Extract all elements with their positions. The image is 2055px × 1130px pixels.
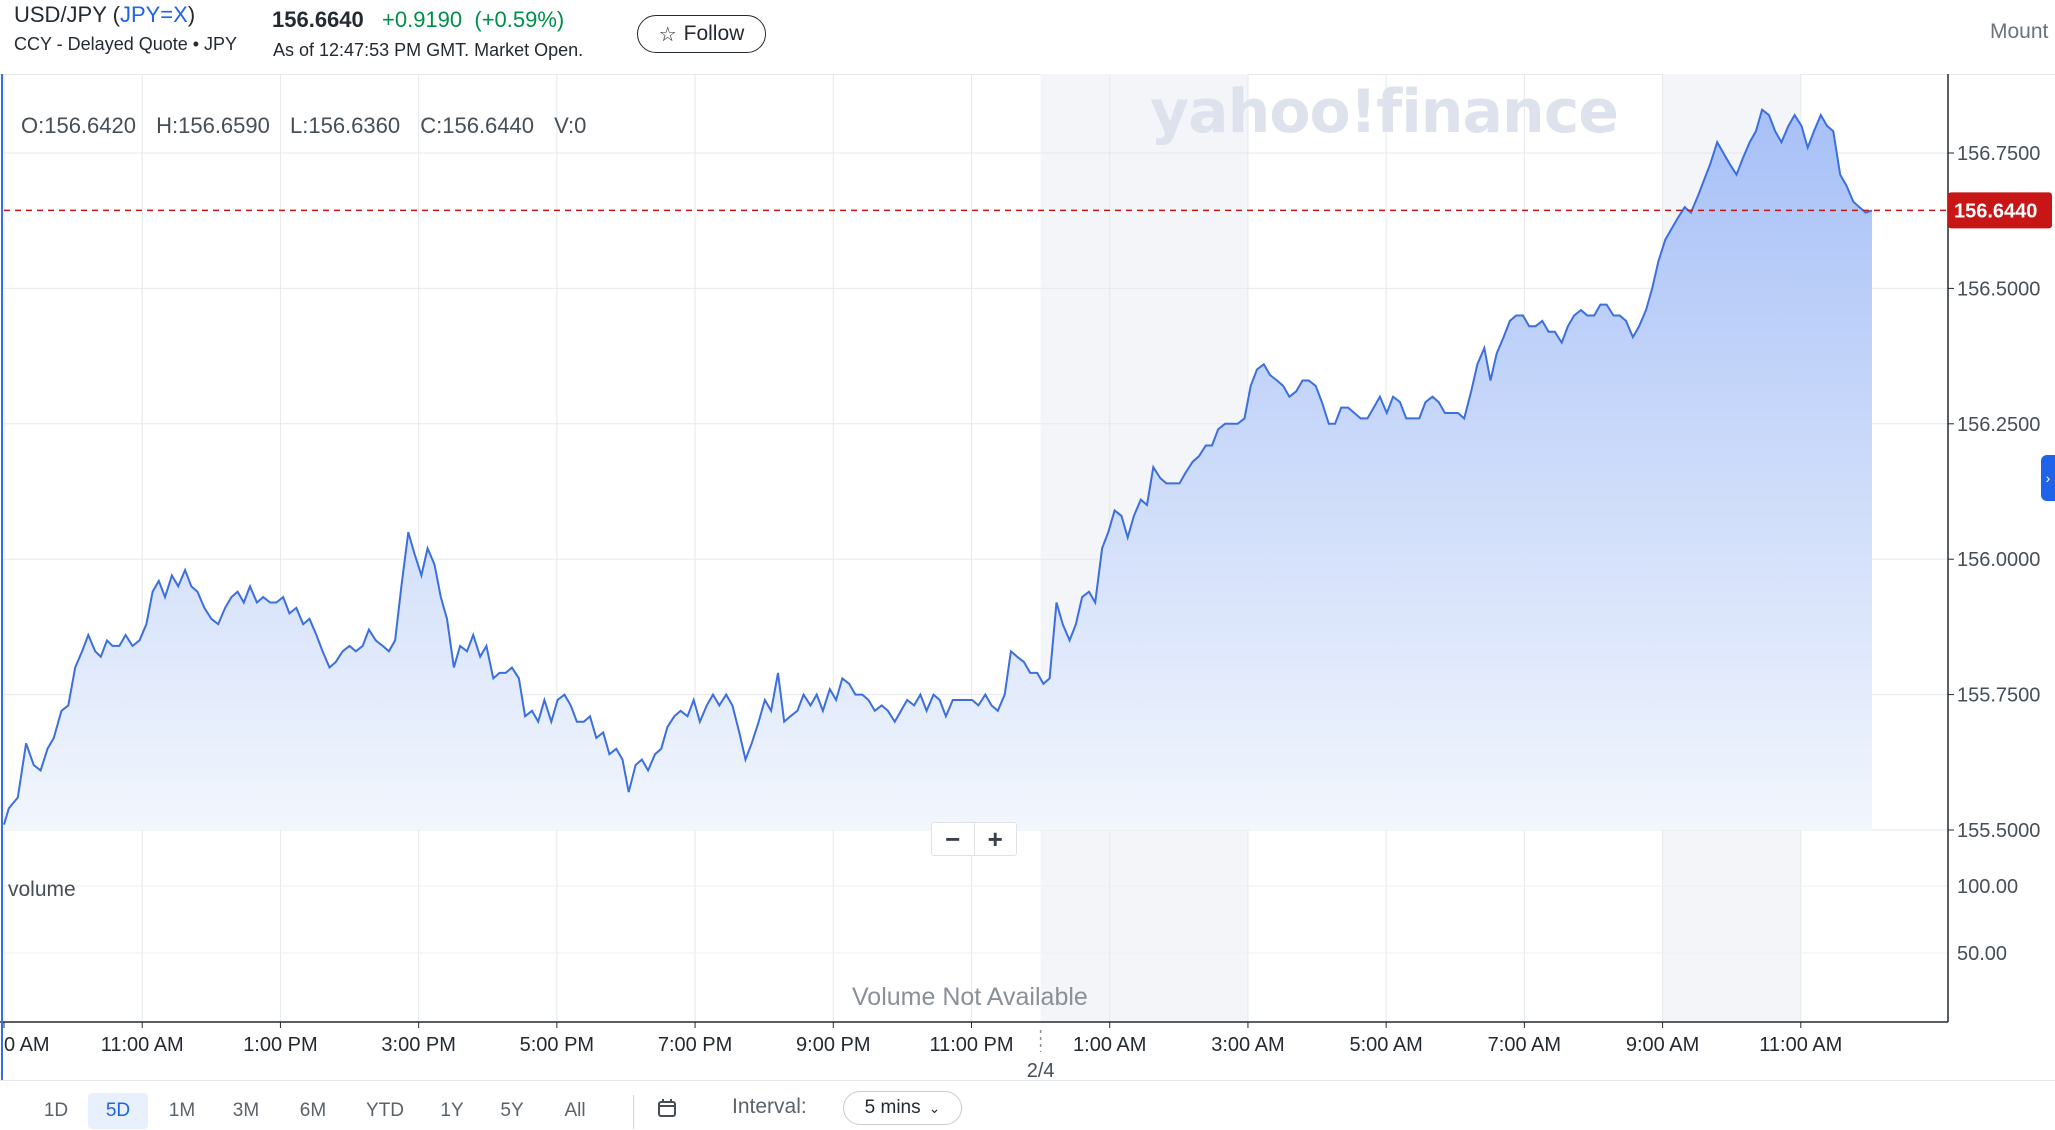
symbol-close-paren: ) bbox=[187, 2, 196, 27]
y-tick-label-1: 156.5000 bbox=[1957, 278, 2040, 300]
x-tick-label-11: 7:00 AM bbox=[1488, 1034, 1561, 1056]
x-tick-label-9: 3:00 AM bbox=[1211, 1034, 1284, 1056]
side-panel-toggle[interactable]: › bbox=[2041, 455, 2055, 501]
x-tick-label-2: 1:00 PM bbox=[243, 1034, 317, 1056]
x-tick-label-3: 3:00 PM bbox=[381, 1034, 455, 1056]
x-tick-label-8: 1:00 AM bbox=[1073, 1034, 1146, 1056]
y-tick-label-5: 155.5000 bbox=[1957, 820, 2040, 842]
last-price-badge: 156.6440 bbox=[1948, 192, 2052, 229]
ohlc-volume: V:0 bbox=[554, 113, 587, 138]
y-axis-ticks: 156.7500 156.5000 156.2500 156.0000 155.7500… bbox=[1948, 143, 2040, 842]
zoom-controls: − + bbox=[931, 822, 1017, 856]
x-tick-label-13: 11:00 AM bbox=[1759, 1034, 1842, 1056]
header-right-text: Mount bbox=[1990, 20, 2049, 43]
x-tick-label-7: 11:00 PM bbox=[929, 1034, 1013, 1056]
zoom-in-button[interactable]: + bbox=[987, 823, 1003, 854]
range-5d-button[interactable]: 5D bbox=[88, 1093, 148, 1129]
y-tick-label-2: 156.2500 bbox=[1957, 414, 2040, 436]
chevron-right-icon: › bbox=[2045, 470, 2051, 486]
price-change-pct: (+0.59%) bbox=[474, 7, 565, 32]
symbol-name: USD/JPY ( bbox=[14, 2, 120, 27]
range-1y-button[interactable]: 1Y bbox=[440, 1100, 464, 1121]
chevron-down-icon: ⌄ bbox=[928, 1099, 941, 1116]
interval-value: 5 mins bbox=[864, 1097, 921, 1118]
volume-tick-label-1: 50.00 bbox=[1957, 943, 2007, 965]
range-all-button[interactable]: All bbox=[564, 1100, 586, 1121]
x-tick-label-1: 11:00 AM bbox=[101, 1034, 184, 1056]
quote-subtitle: CCY - Delayed Quote • JPY bbox=[14, 34, 238, 54]
calendar-icon[interactable] bbox=[656, 1097, 678, 1119]
volume-not-available: Volume Not Available bbox=[852, 983, 1088, 1011]
follow-button[interactable]: ☆ Follow bbox=[637, 15, 766, 53]
volume-pane-label: volume bbox=[8, 878, 76, 901]
price-chart[interactable]: 156.7500 156.5000 156.2500 156.0000 155.7500… bbox=[0, 74, 2055, 1080]
yahoo-finance-watermark: yahoo!finance bbox=[1150, 77, 1619, 147]
range-3m-button[interactable]: 3M bbox=[232, 1100, 260, 1121]
range-5y-button[interactable]: 5Y bbox=[500, 1100, 524, 1121]
zoom-out-button[interactable]: − bbox=[932, 823, 975, 855]
y-tick-label-4: 155.7500 bbox=[1957, 685, 2040, 707]
x-tick-label-4: 5:00 PM bbox=[520, 1034, 594, 1056]
range-6m-button[interactable]: 6M bbox=[299, 1100, 327, 1121]
x-tick-label-12: 9:00 AM bbox=[1626, 1034, 1699, 1056]
range-1d-button[interactable]: 1D bbox=[43, 1100, 69, 1121]
symbol-ticker-link[interactable]: JPY=X bbox=[119, 2, 188, 27]
interval-label: Interval: bbox=[732, 1095, 807, 1118]
date-marker: 2/4 bbox=[1027, 1060, 1055, 1080]
price-series-line bbox=[3, 107, 1873, 825]
price-change: +0.9190 (+0.59%) bbox=[382, 7, 564, 33]
follow-label: Follow bbox=[683, 22, 745, 45]
range-ytd-button[interactable]: YTD bbox=[366, 1100, 404, 1121]
price-area-fill bbox=[4, 109, 1872, 830]
current-price: 156.6640 bbox=[272, 7, 364, 32]
toolbar-divider bbox=[633, 1095, 634, 1129]
x-tick-label-5: 7:00 PM bbox=[658, 1034, 732, 1056]
ohlc-close: C:156.6440 bbox=[420, 113, 534, 138]
x-axis-ticks: 0 AM 11:00 AM 1:00 PM 3:00 PM 5:00 PM 7:00 PM… bbox=[3, 1022, 1842, 1056]
volume-axis-ticks: 100.00 50.00 bbox=[1957, 876, 2018, 965]
y-tick-label-0: 156.7500 bbox=[1957, 143, 2040, 165]
ohlc-low: L:156.6360 bbox=[290, 113, 401, 138]
quote-timestamp: As of 12:47:53 PM GMT. Market Open. bbox=[273, 40, 584, 60]
x-tick-label-0: 0 AM bbox=[4, 1034, 50, 1056]
range-toolbar: 1D 5D 1M 3M 6M YTD 1Y 5Y All Interval: 5… bbox=[0, 1080, 2055, 1130]
last-price-label: 156.6440 bbox=[1954, 200, 2037, 222]
x-tick-label-10: 5:00 AM bbox=[1349, 1034, 1422, 1056]
quote-header: USD/JPY (JPY=X) CCY - Delayed Quote • JP… bbox=[0, 0, 2055, 75]
x-tick-label-6: 9:00 PM bbox=[796, 1034, 870, 1056]
ohlc-readout: O:156.6420 H:156.6590 L:156.6360 C:156.6… bbox=[21, 113, 600, 139]
star-outline-icon: ☆ bbox=[658, 23, 677, 46]
volume-tick-label-0: 100.00 bbox=[1957, 876, 2018, 898]
price-change-abs: +0.9190 bbox=[382, 7, 463, 32]
ohlc-open: O:156.6420 bbox=[21, 113, 136, 138]
y-tick-label-3: 156.0000 bbox=[1957, 549, 2040, 571]
range-1m-button[interactable]: 1M bbox=[168, 1100, 196, 1121]
chart-axes bbox=[0, 74, 1949, 1080]
interval-select[interactable]: 5 mins ⌄ bbox=[843, 1091, 962, 1125]
ohlc-high: H:156.6590 bbox=[156, 113, 270, 138]
symbol-title: USD/JPY (JPY=X) bbox=[14, 2, 195, 28]
